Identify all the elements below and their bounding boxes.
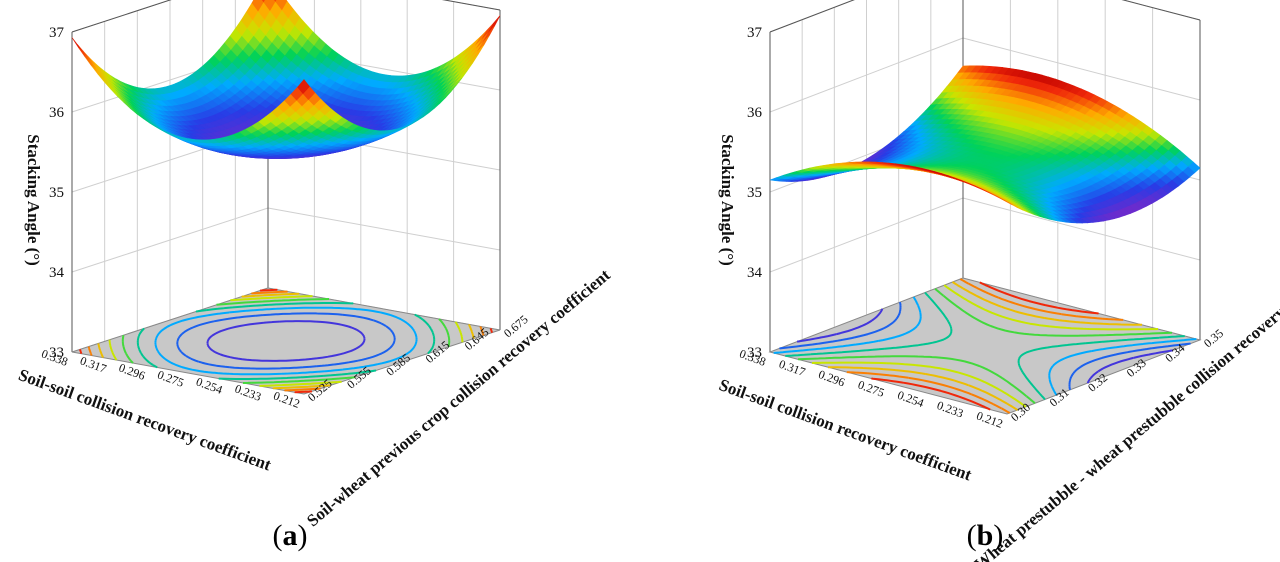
contour-lines: [773, 278, 1197, 414]
contour-line: [797, 287, 1173, 405]
z-axis-title: Stacking Angle (°): [24, 134, 43, 265]
panel-letter: a: [283, 519, 298, 552]
box-edge: [769, 0, 855, 33]
contour-line: [108, 295, 464, 387]
contour-floor: [71, 287, 501, 395]
z-tick-label: 36: [747, 105, 763, 121]
contour-line: [796, 308, 1174, 384]
box-edge: [71, 0, 172, 33]
contour-line: [206, 320, 366, 362]
z-axis: 33 34 35 36 37 Stacking Angle (°): [718, 25, 763, 361]
contour-lines: [78, 288, 494, 394]
response-surface: [71, 0, 501, 160]
contour-line: [154, 306, 418, 376]
contour-line: [136, 302, 436, 380]
contour-line: [87, 290, 485, 392]
panel-letter: b: [977, 519, 994, 552]
z-tick-label: 34: [49, 265, 65, 281]
contour-line: [828, 281, 1142, 411]
z-tick-label: 33: [49, 345, 64, 361]
x-tick-label: 0.338: [40, 346, 70, 368]
z-grid-line: [962, 197, 1201, 261]
z-tick-label: 37: [747, 25, 763, 41]
z-tick-label: 37: [49, 25, 65, 41]
contour-line: [773, 296, 1197, 396]
y-tick-label: 0.35: [1201, 326, 1226, 350]
box-edge: [441, 0, 501, 11]
z-axis-title: Stacking Angle (°): [718, 134, 737, 265]
contour-line: [785, 291, 1185, 401]
panel-label: (b): [967, 519, 1004, 552]
box-edge: [1121, 0, 1201, 21]
panel-label: (a): [273, 519, 308, 552]
x-tick-label: 0.338: [738, 346, 768, 368]
contour-line: [78, 288, 494, 394]
z-grid-line: [267, 207, 501, 251]
contour-line: [97, 292, 475, 390]
surface-patch: [487, 15, 501, 34]
response-surface: [769, 65, 1201, 224]
z-tick-label: 33: [747, 345, 762, 361]
contour-line: [846, 278, 1124, 414]
z-tick-label: 36: [49, 105, 65, 121]
contour-line: [871, 281, 1099, 411]
surface-patch: [1000, 198, 1013, 206]
contour-line: [121, 298, 451, 384]
z-grid-line: [962, 37, 1201, 101]
z-tick-label: 35: [747, 185, 762, 201]
contour-line: [176, 312, 396, 370]
z-axis: 33 34 35 36 37 Stacking Angle (°): [24, 25, 65, 361]
z-grid-line: [1121, 0, 1201, 21]
contour-line: [779, 301, 1191, 391]
z-tick-label: 35: [49, 185, 64, 201]
contour-line: [811, 284, 1159, 408]
z-grid-line: [441, 0, 501, 11]
z-tick-label: 34: [747, 265, 763, 281]
surface-patch: [297, 79, 310, 94]
